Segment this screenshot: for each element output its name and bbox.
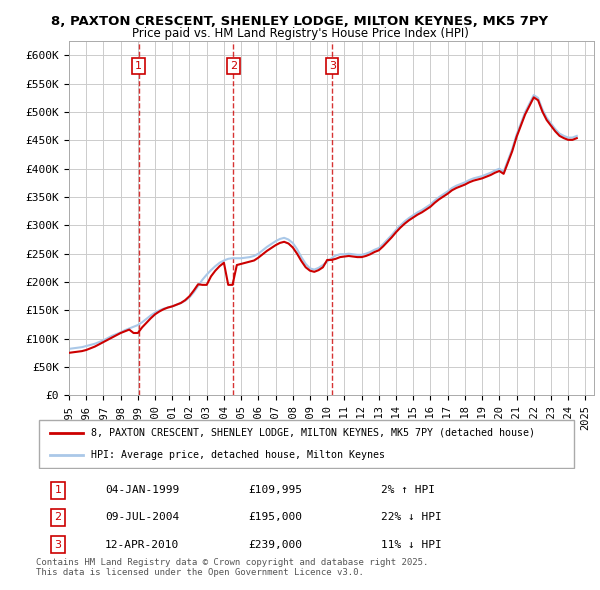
Text: £239,000: £239,000 — [248, 540, 302, 550]
Text: 04-JAN-1999: 04-JAN-1999 — [105, 485, 179, 495]
Text: 2: 2 — [230, 61, 237, 71]
Text: 1: 1 — [55, 485, 61, 495]
FancyBboxPatch shape — [38, 420, 574, 468]
Text: 2% ↑ HPI: 2% ↑ HPI — [381, 485, 435, 495]
Text: Price paid vs. HM Land Registry's House Price Index (HPI): Price paid vs. HM Land Registry's House … — [131, 27, 469, 40]
Text: 8, PAXTON CRESCENT, SHENLEY LODGE, MILTON KEYNES, MK5 7PY: 8, PAXTON CRESCENT, SHENLEY LODGE, MILTO… — [52, 15, 548, 28]
Text: HPI: Average price, detached house, Milton Keynes: HPI: Average price, detached house, Milt… — [91, 450, 385, 460]
Text: 09-JUL-2004: 09-JUL-2004 — [105, 513, 179, 522]
Text: 1: 1 — [135, 61, 142, 71]
Text: £109,995: £109,995 — [248, 485, 302, 495]
Text: 22% ↓ HPI: 22% ↓ HPI — [381, 513, 442, 522]
Text: 12-APR-2010: 12-APR-2010 — [105, 540, 179, 550]
Text: 8, PAXTON CRESCENT, SHENLEY LODGE, MILTON KEYNES, MK5 7PY (detached house): 8, PAXTON CRESCENT, SHENLEY LODGE, MILTO… — [91, 428, 535, 438]
Text: 11% ↓ HPI: 11% ↓ HPI — [381, 540, 442, 550]
Text: 3: 3 — [329, 61, 335, 71]
Text: £195,000: £195,000 — [248, 513, 302, 522]
Text: 3: 3 — [55, 540, 61, 550]
Text: Contains HM Land Registry data © Crown copyright and database right 2025.
This d: Contains HM Land Registry data © Crown c… — [36, 558, 428, 577]
Text: 2: 2 — [54, 513, 61, 522]
